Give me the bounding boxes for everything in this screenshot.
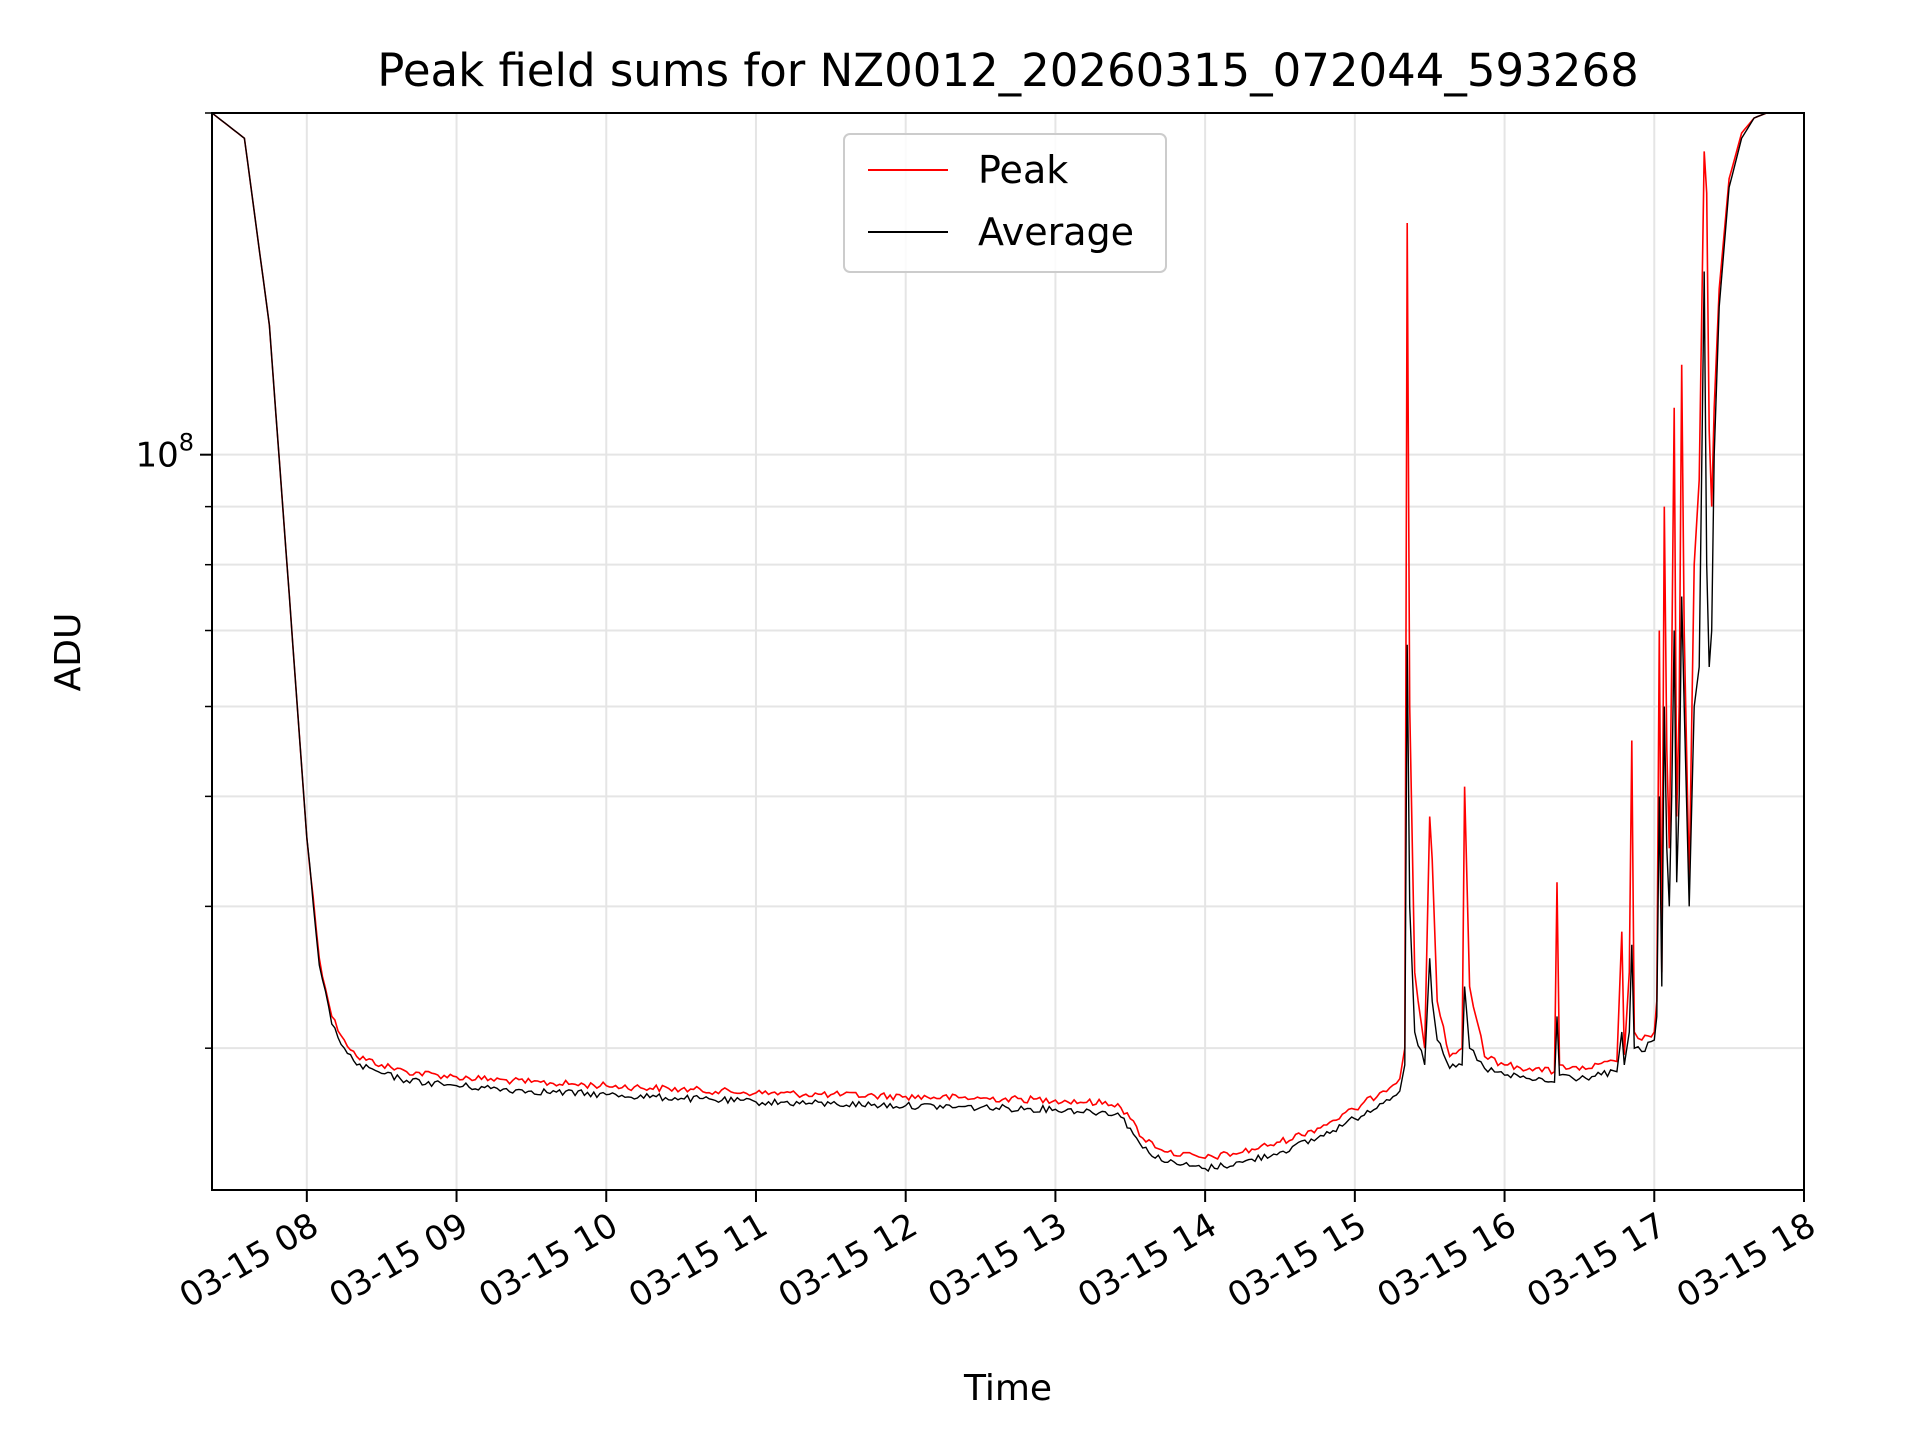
- legend-entry-label: Average: [978, 210, 1134, 254]
- x-axis-label: Time: [963, 1368, 1052, 1409]
- legend-box: [843, 133, 1167, 273]
- y-tick-label: 108: [135, 429, 194, 476]
- y-axis-label: ADU: [48, 613, 89, 692]
- series-layer: [212, 113, 1804, 1173]
- series-line-average: [212, 113, 1804, 1173]
- series-line-peak: [212, 113, 1804, 1161]
- y-axis: 108: [135, 112, 212, 1049]
- legend: Peak Average: [843, 133, 1167, 273]
- plot-frame: [211, 112, 1805, 1191]
- chart-title: Peak field sums for NZ0012_20260315_0720…: [377, 44, 1638, 97]
- legend-entry-label: Peak: [978, 148, 1068, 192]
